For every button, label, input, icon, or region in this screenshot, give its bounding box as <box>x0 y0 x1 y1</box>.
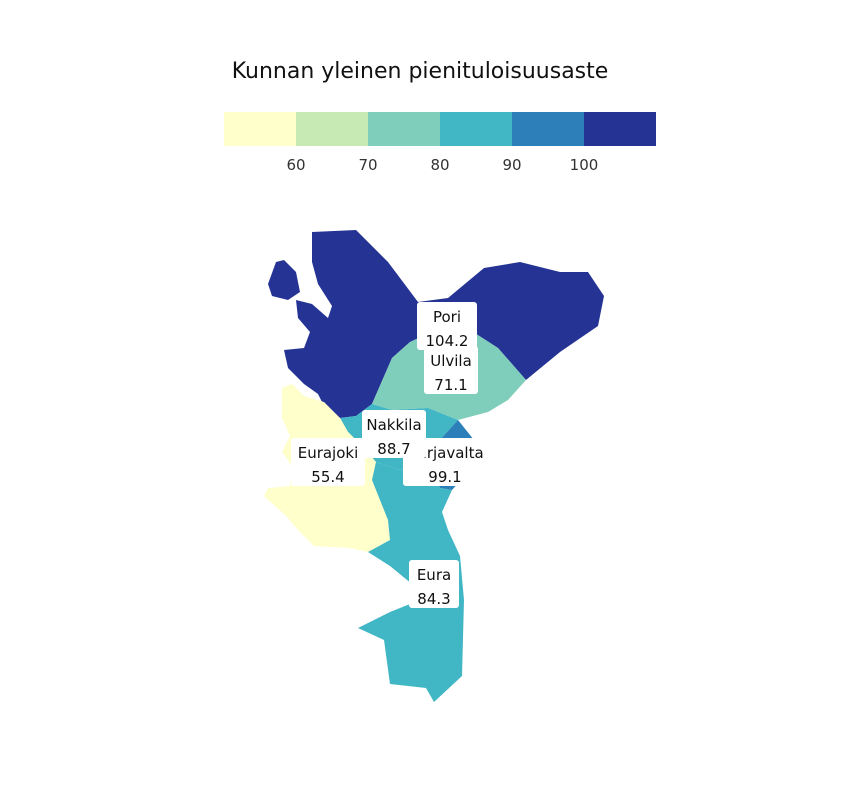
municipality-name: Ulvila <box>430 352 472 370</box>
municipality-value: 55.4 <box>311 468 344 486</box>
map-title: Kunnan yleinen pienituloisuusaste <box>232 59 609 84</box>
label-eura: Eura 84.3 <box>409 560 459 608</box>
legend-bin-1 <box>224 112 296 146</box>
municipality-name: Pori <box>433 308 461 326</box>
municipality-value: 99.1 <box>428 468 461 486</box>
legend-tick: 90 <box>502 156 521 174</box>
legend-tick: 70 <box>358 156 377 174</box>
legend-bin-2 <box>296 112 368 146</box>
municipality-name: Eurajoki <box>298 444 359 462</box>
legend-tick: 100 <box>570 156 599 174</box>
legend-tick: 80 <box>430 156 449 174</box>
label-eurajoki: Eurajoki 55.4 <box>291 438 365 486</box>
municipality-value: 84.3 <box>417 590 450 608</box>
label-nakkila: Nakkila 88.7 <box>362 410 426 458</box>
municipality-value: 71.1 <box>434 376 467 394</box>
legend-bin-3 <box>368 112 440 146</box>
label-box <box>409 560 459 608</box>
municipality-name: Eura <box>417 566 451 584</box>
region-labels: Pori104.2Ulvila71.1Harjavalta99.1Nakkila… <box>291 302 487 608</box>
label-box <box>362 410 426 458</box>
municipality-value: 104.2 <box>426 332 469 350</box>
municipality-value: 88.7 <box>377 440 410 458</box>
label-box <box>424 346 478 394</box>
legend-tick: 60 <box>286 156 305 174</box>
label-ulvila: Ulvila 71.1 <box>424 346 478 394</box>
municipality-name: Nakkila <box>366 416 421 434</box>
label-pori: Pori 104.2 <box>417 302 477 350</box>
label-box <box>291 438 365 486</box>
legend-bin-6 <box>584 112 656 146</box>
label-box <box>417 302 477 350</box>
legend-bin-5 <box>512 112 584 146</box>
color-legend: 60 70 80 90 100 <box>224 112 656 174</box>
legend-bin-4 <box>440 112 512 146</box>
